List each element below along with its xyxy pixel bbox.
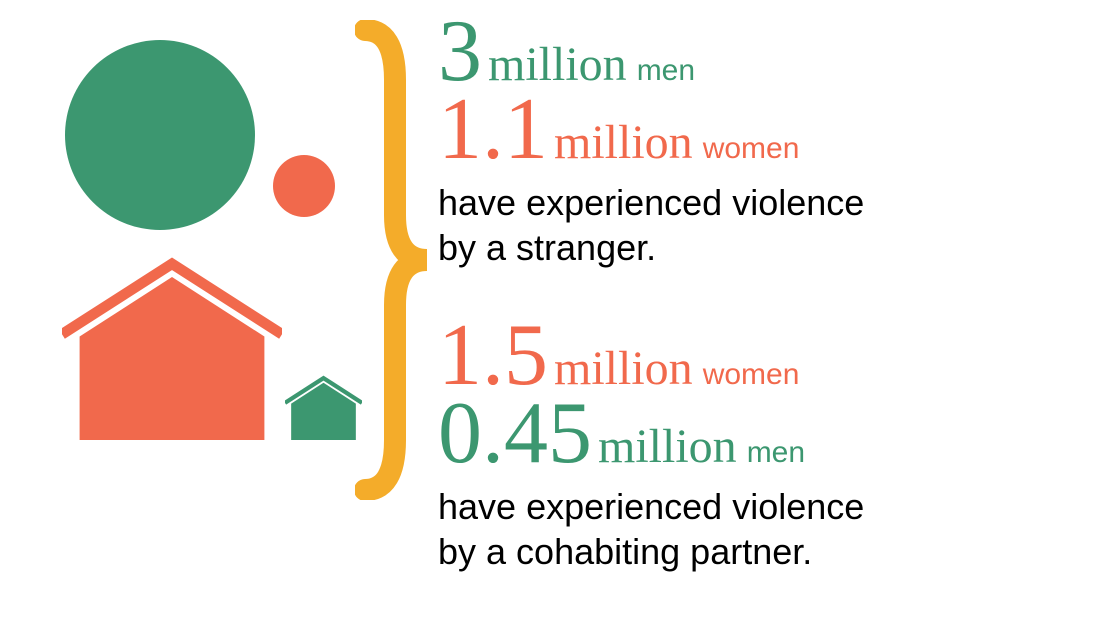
- stat-label: women: [703, 360, 800, 390]
- stat-label: men: [747, 438, 805, 468]
- men-partner-house-icon: [285, 375, 362, 440]
- description-line: have experienced violence: [438, 484, 1088, 529]
- description-line: have experienced violence: [438, 180, 1088, 225]
- stranger-violence-block: 3 million men 1.1 million women have exp…: [438, 8, 1088, 270]
- women-partner-house-icon: [62, 255, 282, 440]
- stat-row: 1.1 million women: [438, 86, 1088, 174]
- stat-unit: million: [598, 423, 737, 471]
- partner-violence-block: 1.5 million women 0.45 million men have …: [438, 312, 1088, 574]
- stat-unit: million: [554, 119, 693, 167]
- stat-label: women: [703, 134, 800, 164]
- description-line: by a stranger.: [438, 225, 1088, 270]
- curly-brace-icon: [355, 20, 435, 500]
- men-stranger-circle: [65, 40, 255, 230]
- description-line: by a cohabiting partner.: [438, 529, 1088, 574]
- stat-number: 0.45: [438, 390, 592, 478]
- stat-number: 1.1: [438, 86, 548, 174]
- women-stranger-circle: [273, 155, 335, 217]
- stat-row: 0.45 million men: [438, 390, 1088, 478]
- stat-label: men: [637, 56, 695, 86]
- left-graphics-panel: [40, 40, 380, 500]
